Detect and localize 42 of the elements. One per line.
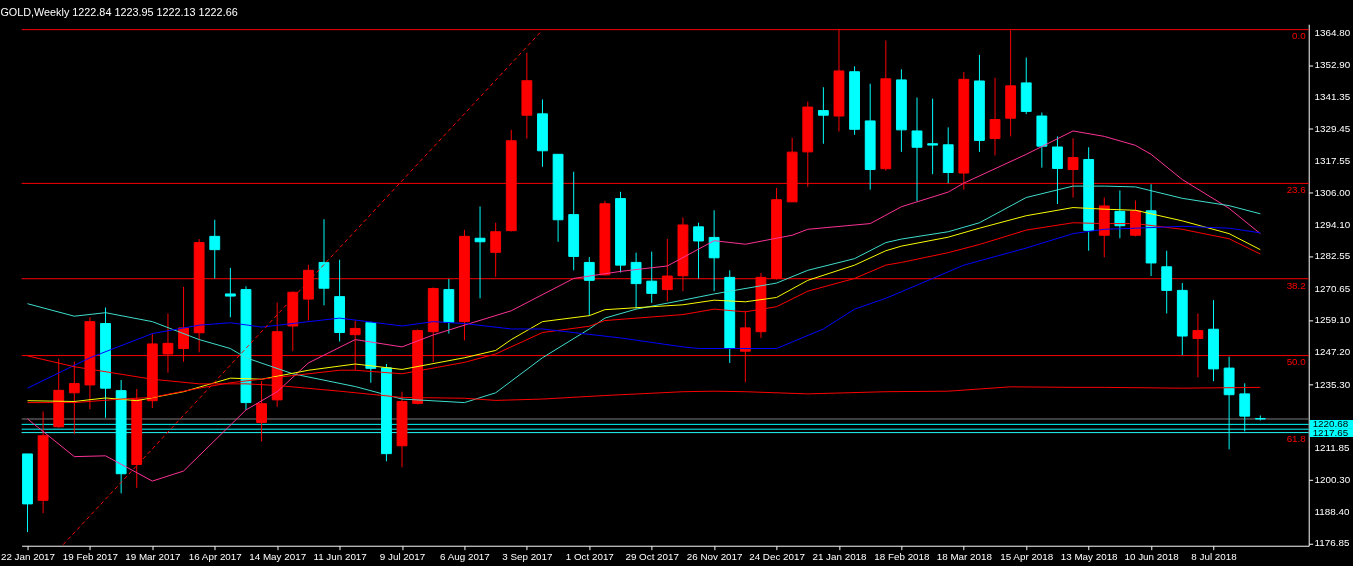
y-tick-label: 1282.55 xyxy=(1314,250,1351,262)
y-tick-label: 1259.10 xyxy=(1314,313,1351,325)
y-tick-label: 1247.20 xyxy=(1314,346,1351,358)
y-tick-label: 1211.85 xyxy=(1314,442,1350,454)
x-tick-label: 21 Jan 2018 xyxy=(812,551,868,562)
x-tick-label: 10 Jun 2018 xyxy=(1124,551,1180,562)
y-tick-label: 1329.45 xyxy=(1314,122,1351,134)
annotation: 50.0 xyxy=(1286,356,1307,368)
x-tick-label: 13 May 2018 xyxy=(1060,551,1119,562)
chart-title: GOLD,Weekly 1222.84 1223.95 1222.13 1222.66 xyxy=(0,6,238,19)
x-tick-label: 1 Oct 2017 xyxy=(565,551,614,562)
y-tick-label: 1364.80 xyxy=(1314,26,1351,38)
x-tick-label: 9 Jul 2017 xyxy=(379,551,426,562)
annotation: 38.2 xyxy=(1286,279,1306,291)
x-tick-label: 26 Nov 2017 xyxy=(686,551,743,562)
x-tick-label: 18 Mar 2018 xyxy=(936,551,993,562)
y-tick-label: 1270.65 xyxy=(1314,282,1351,294)
annotation: 23.6 xyxy=(1286,184,1307,196)
x-tick-label: 16 Apr 2017 xyxy=(188,551,242,562)
y-tick-label: 1294.10 xyxy=(1314,218,1351,230)
annotation: 0.0 xyxy=(1292,30,1307,42)
x-tick-label: 14 May 2017 xyxy=(249,551,307,562)
x-tick-label: 18 Feb 2018 xyxy=(874,551,931,562)
x-tick-label: 22 Jan 2017 xyxy=(0,551,56,562)
y-tick-label: 1317.55 xyxy=(1314,155,1351,167)
y-tick-label: 1200.30 xyxy=(1314,473,1351,485)
x-tick-label: 6 Aug 2017 xyxy=(440,551,490,562)
y-tick-label: 1188.40 xyxy=(1314,506,1350,517)
y-tick-label: 1235.30 xyxy=(1314,378,1351,390)
x-tick-label: 15 Apr 2018 xyxy=(1000,551,1054,562)
x-tick-label: 19 Mar 2017 xyxy=(125,551,181,562)
x-tick-label: 24 Dec 2017 xyxy=(749,551,805,562)
x-tick-label: 29 Oct 2017 xyxy=(625,551,679,562)
y-tick-label: 1352.90 xyxy=(1314,59,1351,71)
x-tick-label: 3 Sep 2017 xyxy=(502,551,553,562)
x-tick-label: 8 Jul 2018 xyxy=(1191,551,1238,562)
y-tick-label: 1176.85 xyxy=(1314,537,1350,549)
y-tick-label: 1306.00 xyxy=(1314,186,1351,198)
annotation: 61.8 xyxy=(1286,433,1307,445)
y-tick-label: 1341.35 xyxy=(1314,90,1351,102)
x-tick-label: 19 Feb 2017 xyxy=(62,551,119,562)
x-tick-label: 11 Jun 2017 xyxy=(313,551,367,562)
